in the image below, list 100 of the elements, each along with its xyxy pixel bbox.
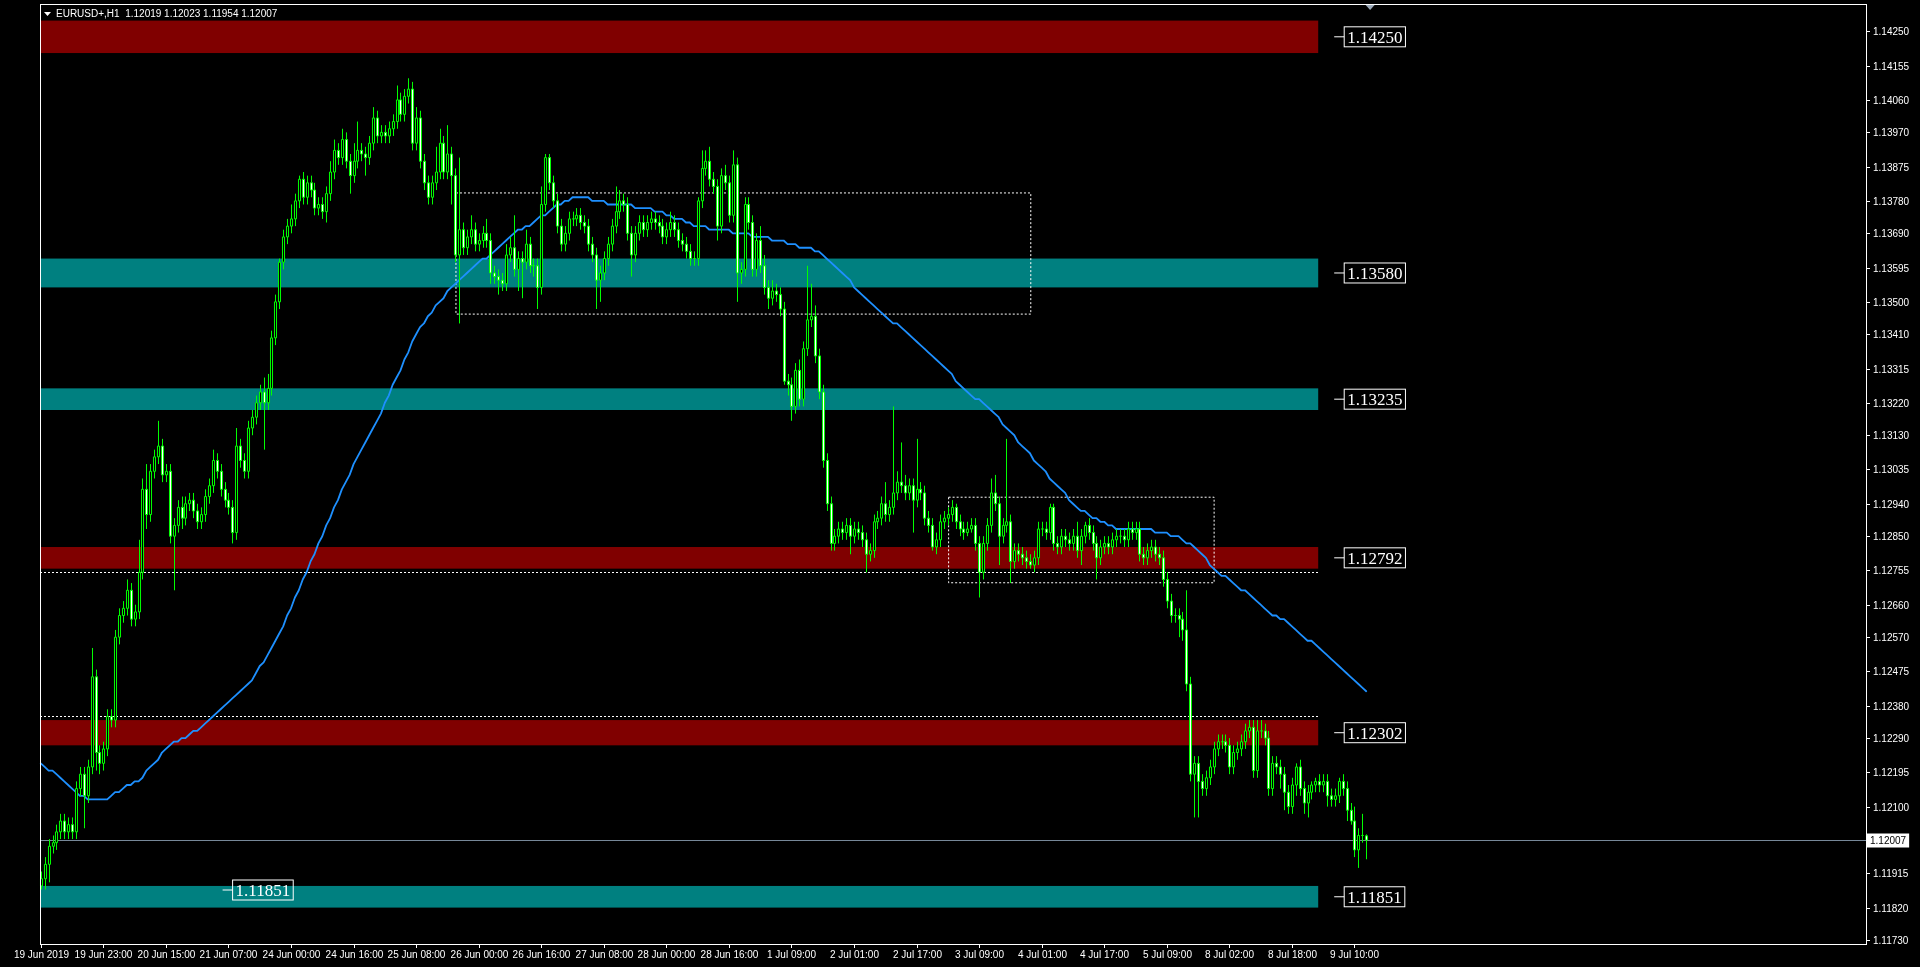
x-tick-label: 19 Jun 23:00 — [74, 949, 133, 960]
candlestick — [1145, 542, 1150, 566]
annotation: 1.11851 — [235, 880, 291, 900]
candlestick — [883, 481, 888, 523]
y-tick-label: 1.11820 — [1873, 903, 1909, 914]
x-tick-label: 20 Jun 15:00 — [137, 949, 196, 960]
y-tick-label: 1.14250 — [1873, 26, 1910, 37]
y-tick-label: 1.12940 — [1873, 499, 1910, 510]
y-tick-label: 1.12660 — [1873, 600, 1910, 611]
y-tick-label: 1.12100 — [1873, 802, 1910, 813]
candlestick — [1227, 737, 1232, 775]
candlestick — [1196, 755, 1201, 818]
y-tick-label: 1.14060 — [1873, 95, 1910, 106]
candlestick — [1137, 521, 1142, 562]
candlestick — [1251, 719, 1256, 779]
y-tick-label: 1.12850 — [1873, 531, 1910, 542]
candlestick — [305, 175, 310, 205]
y-tick-label: 1.13035 — [1873, 464, 1910, 475]
candlestick — [340, 128, 345, 166]
candlestick — [1024, 550, 1029, 570]
candlestick — [840, 521, 845, 541]
x-tick-label: 8 Jul 18:00 — [1268, 949, 1318, 960]
y-tick-label: 1.14155 — [1873, 61, 1910, 72]
x-tick-label: 24 Jun 16:00 — [325, 949, 384, 960]
x-tick-label: 28 Jun 00:00 — [637, 949, 696, 960]
y-tick-label: 1.13500 — [1873, 297, 1910, 308]
candlestick — [1067, 532, 1072, 552]
x-tick-label: 21 Jun 07:00 — [199, 949, 258, 960]
candlestick — [234, 427, 239, 541]
candlestick — [383, 124, 388, 144]
x-tick-label: 19 Jun 2019 — [13, 949, 70, 960]
candlestick — [1337, 777, 1342, 804]
candlestick — [770, 279, 775, 306]
candlestick — [1110, 532, 1115, 555]
y-tick-label: 1.11915 — [1873, 868, 1909, 879]
x-tick-label: 27 Jun 08:00 — [575, 949, 634, 960]
y-tick-label: 1.13315 — [1873, 364, 1910, 375]
candlestick — [1306, 784, 1311, 818]
band-label: 1.14250 — [1347, 27, 1403, 47]
candlestick — [1028, 553, 1033, 570]
x-tick-label: 2 Jul 17:00 — [893, 949, 943, 960]
y-tick-label: 1.12755 — [1873, 565, 1910, 576]
y-tick-label: 1.11730 — [1873, 935, 1909, 946]
x-tick-label: 3 Jul 09:00 — [955, 949, 1005, 960]
candlestick — [848, 517, 853, 555]
y-tick-label: 1.13595 — [1873, 263, 1910, 274]
candlestick — [66, 816, 71, 840]
candlestick — [1126, 521, 1131, 548]
candlestick — [301, 171, 306, 205]
x-tick-label: 4 Jul 17:00 — [1080, 949, 1130, 960]
x-tick-label: 8 Jul 02:00 — [1205, 949, 1255, 960]
y-tick-label: 1.13780 — [1873, 196, 1910, 207]
candlestick — [262, 377, 267, 451]
x-tick-label: 24 Jun 00:00 — [262, 949, 321, 960]
x-tick-label: 28 Jun 16:00 — [700, 949, 759, 960]
candlestick — [1020, 546, 1025, 566]
band-label: 1.12302 — [1347, 723, 1403, 743]
candlestick — [1106, 535, 1111, 555]
candlestick — [129, 582, 134, 627]
band-label: 1.13235 — [1347, 390, 1403, 410]
candlestick — [574, 207, 579, 227]
candlestick — [653, 211, 658, 231]
y-tick-label: 1.13875 — [1873, 162, 1910, 173]
candlestick — [1118, 528, 1123, 544]
candlestick — [1255, 719, 1260, 779]
band-label: 1.11851 — [1347, 887, 1402, 907]
x-tick-label: 2 Jul 01:00 — [830, 949, 880, 960]
candlestick — [180, 496, 185, 530]
candlestick — [660, 218, 665, 245]
y-tick-label: 1.12570 — [1873, 632, 1910, 643]
candlestick — [62, 813, 67, 840]
x-tick-label: 25 Jun 08:00 — [387, 949, 446, 960]
x-tick-label: 4 Jul 01:00 — [1018, 949, 1068, 960]
chart-title: EURUSD+,H1 1.12019 1.12023 1.11954 1.12007 — [56, 8, 278, 19]
x-tick-label: 26 Jun 16:00 — [512, 949, 571, 960]
x-tick-label: 9 Jul 10:00 — [1330, 949, 1380, 960]
candlestick — [965, 521, 970, 537]
candlestick — [183, 496, 188, 526]
candlestick — [1153, 539, 1158, 562]
x-tick-label: 1 Jul 09:00 — [767, 949, 817, 960]
x-tick-label: 5 Jul 09:00 — [1143, 949, 1193, 960]
candlestick — [578, 207, 583, 231]
candlestick — [1051, 503, 1056, 552]
candlestick — [457, 157, 462, 324]
y-tick-label: 1.12380 — [1873, 701, 1910, 712]
y-tick-label: 1.13130 — [1873, 430, 1910, 441]
x-tick-label: 26 Jun 00:00 — [450, 949, 509, 960]
candlestick — [872, 514, 877, 559]
candlestick — [496, 268, 501, 296]
candlestick — [641, 214, 646, 238]
candlestick — [1177, 607, 1182, 638]
y-tick-label: 1.13690 — [1873, 228, 1910, 239]
y-tick-label: 1.13970 — [1873, 127, 1910, 138]
y-tick-label: 1.12475 — [1873, 666, 1910, 677]
y-tick-label: 1.13220 — [1873, 398, 1910, 409]
candlestick — [645, 214, 650, 238]
candlestick — [410, 81, 415, 151]
y-tick-label: 1.12195 — [1873, 767, 1910, 778]
band-label: 1.13580 — [1347, 263, 1403, 283]
band-label: 1.12792 — [1347, 548, 1403, 568]
